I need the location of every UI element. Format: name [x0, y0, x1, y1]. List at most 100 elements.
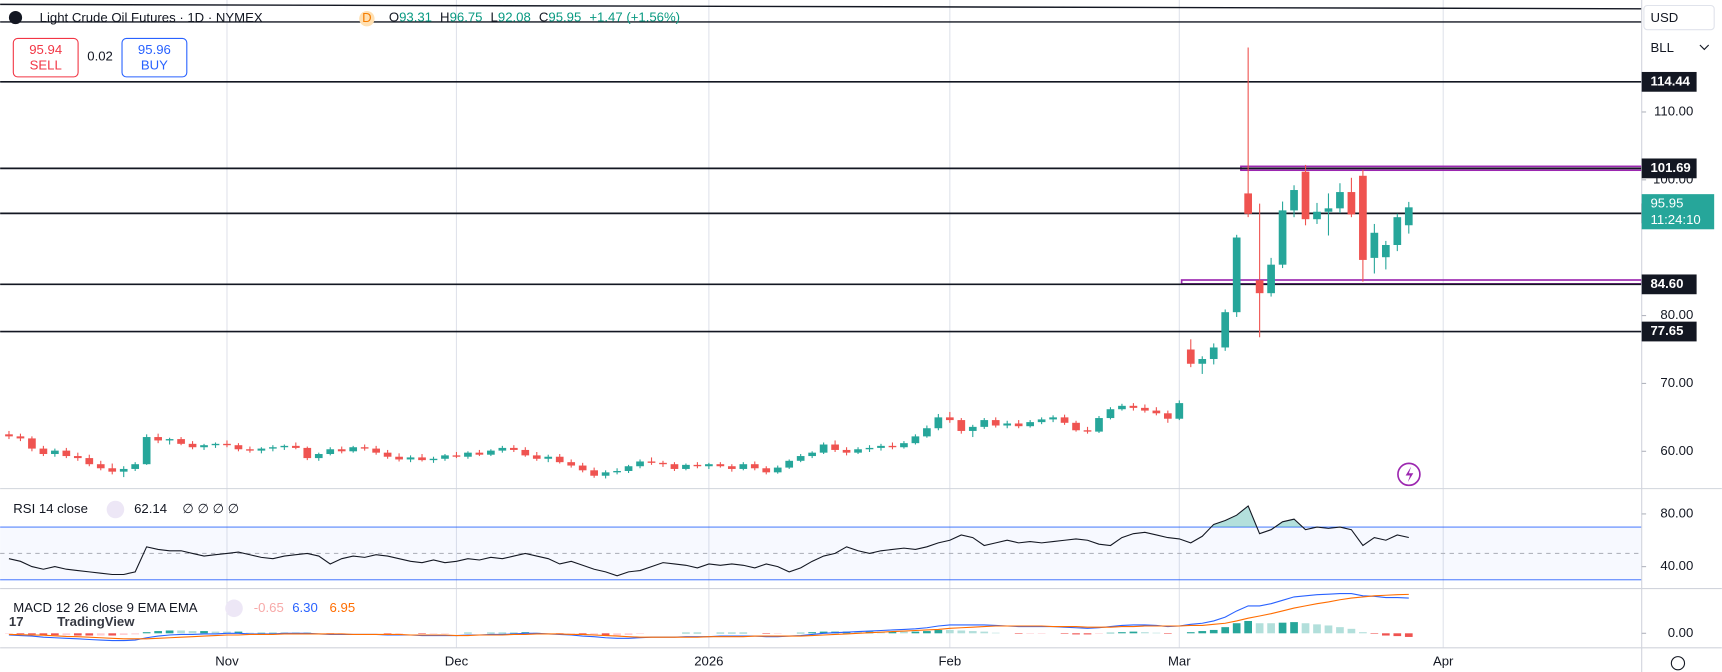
macd-histogram: [1255, 623, 1264, 634]
candle-body: [1324, 208, 1333, 212]
candle-body: [280, 445, 289, 448]
level-tag: [1641, 71, 1697, 92]
macd-histogram: [636, 633, 644, 634]
candle-body: [693, 464, 702, 467]
y-tick-label: 110.00: [1654, 103, 1693, 118]
macd-histogram: [51, 633, 59, 636]
candle-body: [337, 449, 346, 452]
buy-button[interactable]: 95.96 BUY: [121, 37, 188, 78]
level-label: 77.65: [1650, 323, 1683, 338]
candle-body: [544, 456, 553, 459]
settings-icon[interactable]: [225, 599, 243, 618]
macd-histogram: [246, 632, 254, 634]
candle-body: [613, 470, 621, 473]
macd-histogram: [85, 633, 94, 636]
candle-body: [750, 464, 759, 469]
ohlc: O93.31 H96.75 L92.08 C95.95 +1.47 (+1.56…: [389, 10, 680, 25]
macd-histogram: [1404, 633, 1413, 637]
ohlc-value: 93.31: [399, 10, 432, 25]
sell-box[interactable]: [12, 37, 79, 78]
macd-histogram: [509, 632, 518, 634]
macd-histogram: [567, 633, 576, 634]
macd-histogram: [119, 633, 128, 635]
macd-histogram: [165, 630, 174, 634]
macd-histogram: [96, 633, 105, 636]
sell-button[interactable]: 95.94 SELL: [12, 37, 79, 78]
logo-mark: 17: [9, 614, 24, 629]
candle-body: [73, 456, 82, 459]
candle-body: [1049, 417, 1057, 420]
axes: Nov Dec 2026 Feb Mar Apr60.0070.0080.00100.00…: [215, 71, 1715, 669]
candle-body: [1198, 359, 1207, 364]
event-icon[interactable]: [1397, 462, 1421, 487]
candle-body: [945, 417, 954, 421]
unit-chevron[interactable]: [1699, 44, 1710, 51]
candle-body: [39, 448, 48, 455]
y-tick-label: 40.00: [1660, 558, 1693, 573]
candle-body: [555, 456, 564, 463]
macd-histogram: [487, 632, 495, 634]
buy-price[interactable]: 95.96: [138, 42, 171, 57]
macd-histogram: [188, 631, 197, 634]
currency-select[interactable]: [1643, 4, 1715, 31]
macd-histogram: [601, 633, 610, 636]
macd-histogram: [991, 632, 1000, 634]
settings-gear[interactable]: [1670, 656, 1686, 671]
sell-label[interactable]: SELL: [30, 57, 62, 72]
buy-label[interactable]: BUY: [141, 57, 168, 72]
candle-body: [1347, 192, 1356, 215]
candle-body: [498, 447, 507, 451]
macd-histogram: [1324, 625, 1333, 634]
macd-histogram: [16, 633, 25, 635]
price-pane: [5, 47, 1413, 479]
buy-box[interactable]: [121, 37, 188, 78]
candle-body: [142, 437, 151, 465]
candle-body: [1118, 405, 1126, 410]
macd-histogram: [900, 631, 908, 634]
candle-body: [590, 470, 598, 476]
event-bolt[interactable]: [1405, 466, 1414, 483]
macd-histogram: [1393, 633, 1402, 637]
macd-histogram: [716, 632, 725, 634]
candle-body: [785, 460, 794, 468]
candle-body: [1278, 210, 1287, 265]
sell-price[interactable]: 95.94: [29, 42, 62, 57]
unit[interactable]: BLL: [1650, 40, 1673, 55]
candle-body: [108, 468, 117, 472]
candle-body: [762, 468, 771, 473]
candle-body: [1083, 430, 1092, 432]
macd-histogram: [154, 631, 162, 634]
symbol-title: Light Crude Oil Futures · 1D · NYMEX: [40, 10, 263, 25]
candle-body: [51, 450, 59, 455]
macd-histogram: [464, 632, 472, 634]
macd-histogram: [1290, 622, 1298, 634]
macd-histogram: [624, 633, 633, 635]
macd-histogram: [968, 631, 977, 634]
x-tick-label: Feb: [938, 654, 961, 669]
candle-body: [429, 458, 438, 461]
candle-body: [96, 464, 105, 469]
candle-body: [934, 417, 943, 429]
macd-histogram: [773, 633, 782, 634]
candle-body: [119, 468, 128, 472]
settings-icon[interactable]: [106, 500, 125, 519]
macd-histogram: [62, 633, 71, 636]
candle-body: [773, 467, 782, 473]
ohlc-value: 92.08: [498, 10, 531, 25]
candle-body: [1014, 423, 1023, 427]
candle-body: [601, 472, 610, 476]
candle-body: [234, 445, 243, 450]
macd-hist-value: -0.65: [254, 600, 284, 615]
macd-histogram: [613, 633, 621, 636]
candle-body: [716, 464, 725, 467]
ohlc-value: 95.95: [548, 10, 581, 25]
currency[interactable]: USD: [1650, 10, 1678, 25]
macd-histogram: [1026, 633, 1034, 634]
macd-histogram: [200, 631, 208, 634]
spread: 0.02: [87, 49, 113, 64]
candle-body: [1163, 413, 1172, 419]
candle-body: [406, 457, 415, 460]
levels: [0, 81, 1642, 333]
macd-pane: [5, 593, 1413, 642]
